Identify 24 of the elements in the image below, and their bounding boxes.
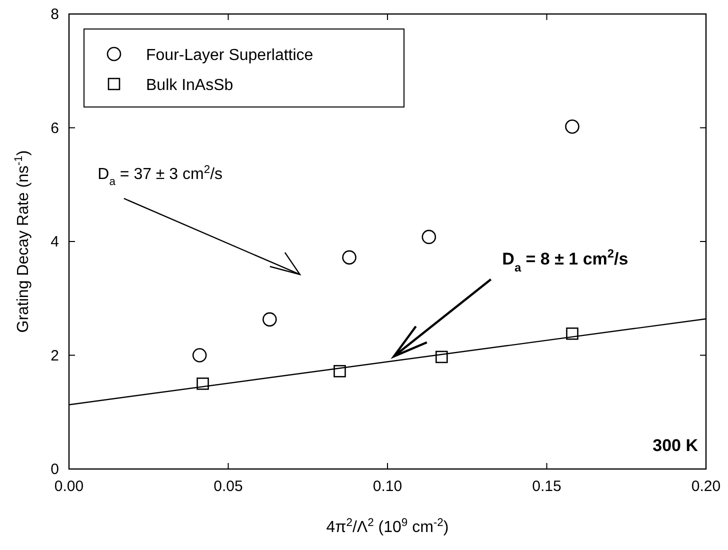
point (334, 365, 346, 378)
x-tick-label: 0.00 (54, 478, 84, 495)
y-tick-label: 6 (50, 120, 59, 137)
point (192, 348, 207, 362)
point (196, 378, 209, 390)
x-tick-label: 0.20 (691, 478, 721, 495)
x-tick-label: 0.05 (214, 478, 243, 495)
y-tick-label: 0 (50, 461, 59, 478)
legend-label: Bulk InAsSb (146, 77, 234, 94)
y-tick-label: 2 (50, 347, 59, 364)
point (565, 119, 580, 134)
annotation: D$_{a}$ = 37 ± 3 cm$^{2}$/s (98, 164, 223, 188)
x-tick-label: 0.10 (372, 478, 402, 495)
x-tick-label: 0.15 (532, 478, 562, 495)
point (422, 230, 436, 244)
legend-label: Four-Layer Superlattice (146, 47, 314, 64)
point (566, 327, 578, 340)
text: 4π$^{2}$/Λ$^{2}$ (10$^{9}$ cm$^{-2}$) (326, 517, 449, 536)
annotation: D$_{a}$ = 8 ± 1 cm$^{2}$/s (502, 246, 628, 274)
annotation: 300 K (652, 436, 699, 455)
point (262, 312, 277, 327)
point (342, 250, 356, 265)
y-tick-label: 8 (50, 6, 59, 23)
y-tick-label: 4 (50, 234, 59, 250)
